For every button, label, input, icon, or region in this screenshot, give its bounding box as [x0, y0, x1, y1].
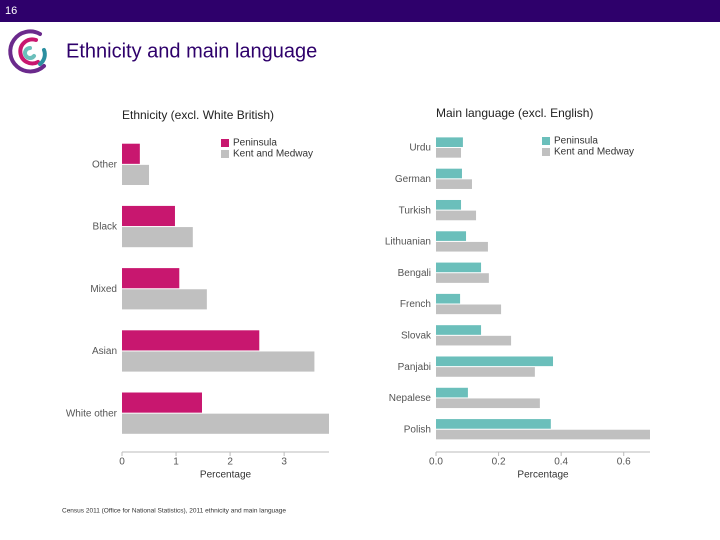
y-tick-label: Black — [93, 222, 118, 233]
y-tick-label: Slovak — [401, 330, 432, 341]
x-axis-label: Percentage — [200, 470, 252, 481]
x-tick-label: 3 — [281, 457, 287, 468]
y-tick-label: Asian — [92, 346, 117, 357]
legend-label: Peninsula — [554, 136, 598, 147]
y-tick-label: Mixed — [90, 284, 117, 295]
bar — [122, 413, 329, 434]
legend-swatch — [221, 150, 229, 158]
header-bar — [0, 0, 720, 22]
bar — [122, 227, 193, 248]
bar — [122, 143, 140, 164]
y-tick-label: German — [395, 174, 431, 185]
slide-number: 16 — [5, 5, 17, 17]
x-tick-label: 1 — [173, 457, 179, 468]
y-tick-label: White other — [66, 408, 118, 419]
y-tick-label: Urdu — [409, 143, 431, 154]
bar — [122, 289, 207, 310]
bar — [436, 325, 482, 335]
bar — [436, 231, 467, 241]
slide-title: Ethnicity and main language — [66, 40, 317, 62]
bar — [436, 273, 489, 283]
bar — [122, 351, 315, 372]
logo — [8, 29, 47, 74]
legend-label: Kent and Medway — [233, 149, 313, 160]
legend-label: Kent and Medway — [554, 147, 634, 158]
y-tick-label: Bengali — [398, 268, 431, 279]
bar — [436, 199, 462, 210]
bar — [436, 241, 488, 252]
legend-label: Peninsula — [233, 138, 277, 149]
bar — [436, 148, 462, 158]
bar — [436, 293, 461, 304]
bar — [436, 419, 551, 429]
y-tick-label: Panjabi — [398, 362, 431, 373]
legend-swatch — [221, 139, 229, 147]
bar — [436, 398, 540, 409]
bar — [436, 168, 462, 179]
x-tick-label: 0.4 — [554, 457, 568, 468]
y-tick-label: Nepalese — [389, 393, 432, 404]
x-tick-label: 0.0 — [429, 457, 443, 468]
bar — [436, 335, 512, 346]
bar — [122, 268, 180, 289]
source-note: Census 2011 (Office for National Statist… — [62, 508, 286, 515]
bar — [436, 387, 468, 398]
chart-title: Ethnicity (excl. White British) — [122, 108, 274, 122]
y-tick-label: Lithuanian — [385, 237, 431, 248]
bar — [436, 367, 535, 377]
bar — [436, 179, 472, 189]
chart-title: Main language (excl. English) — [436, 106, 593, 120]
x-tick-label: 2 — [227, 457, 233, 468]
x-tick-label: 0 — [119, 457, 125, 468]
x-tick-label: 0.2 — [492, 457, 506, 468]
legend-swatch — [542, 148, 550, 156]
y-tick-label: French — [400, 299, 431, 310]
y-tick-label: Polish — [404, 424, 431, 435]
bar — [436, 429, 650, 440]
y-tick-label: Other — [92, 159, 118, 170]
bar — [122, 164, 150, 186]
bar — [436, 304, 502, 315]
legend-swatch — [542, 137, 550, 145]
y-tick-label: Turkish — [399, 205, 431, 216]
bar — [436, 356, 554, 367]
bar — [122, 205, 175, 227]
bar — [122, 392, 202, 413]
bar — [436, 262, 482, 273]
x-axis-label: Percentage — [517, 470, 569, 481]
x-tick-label: 0.6 — [617, 457, 631, 468]
bar — [436, 210, 477, 221]
bar — [122, 330, 260, 351]
bar — [436, 137, 463, 148]
